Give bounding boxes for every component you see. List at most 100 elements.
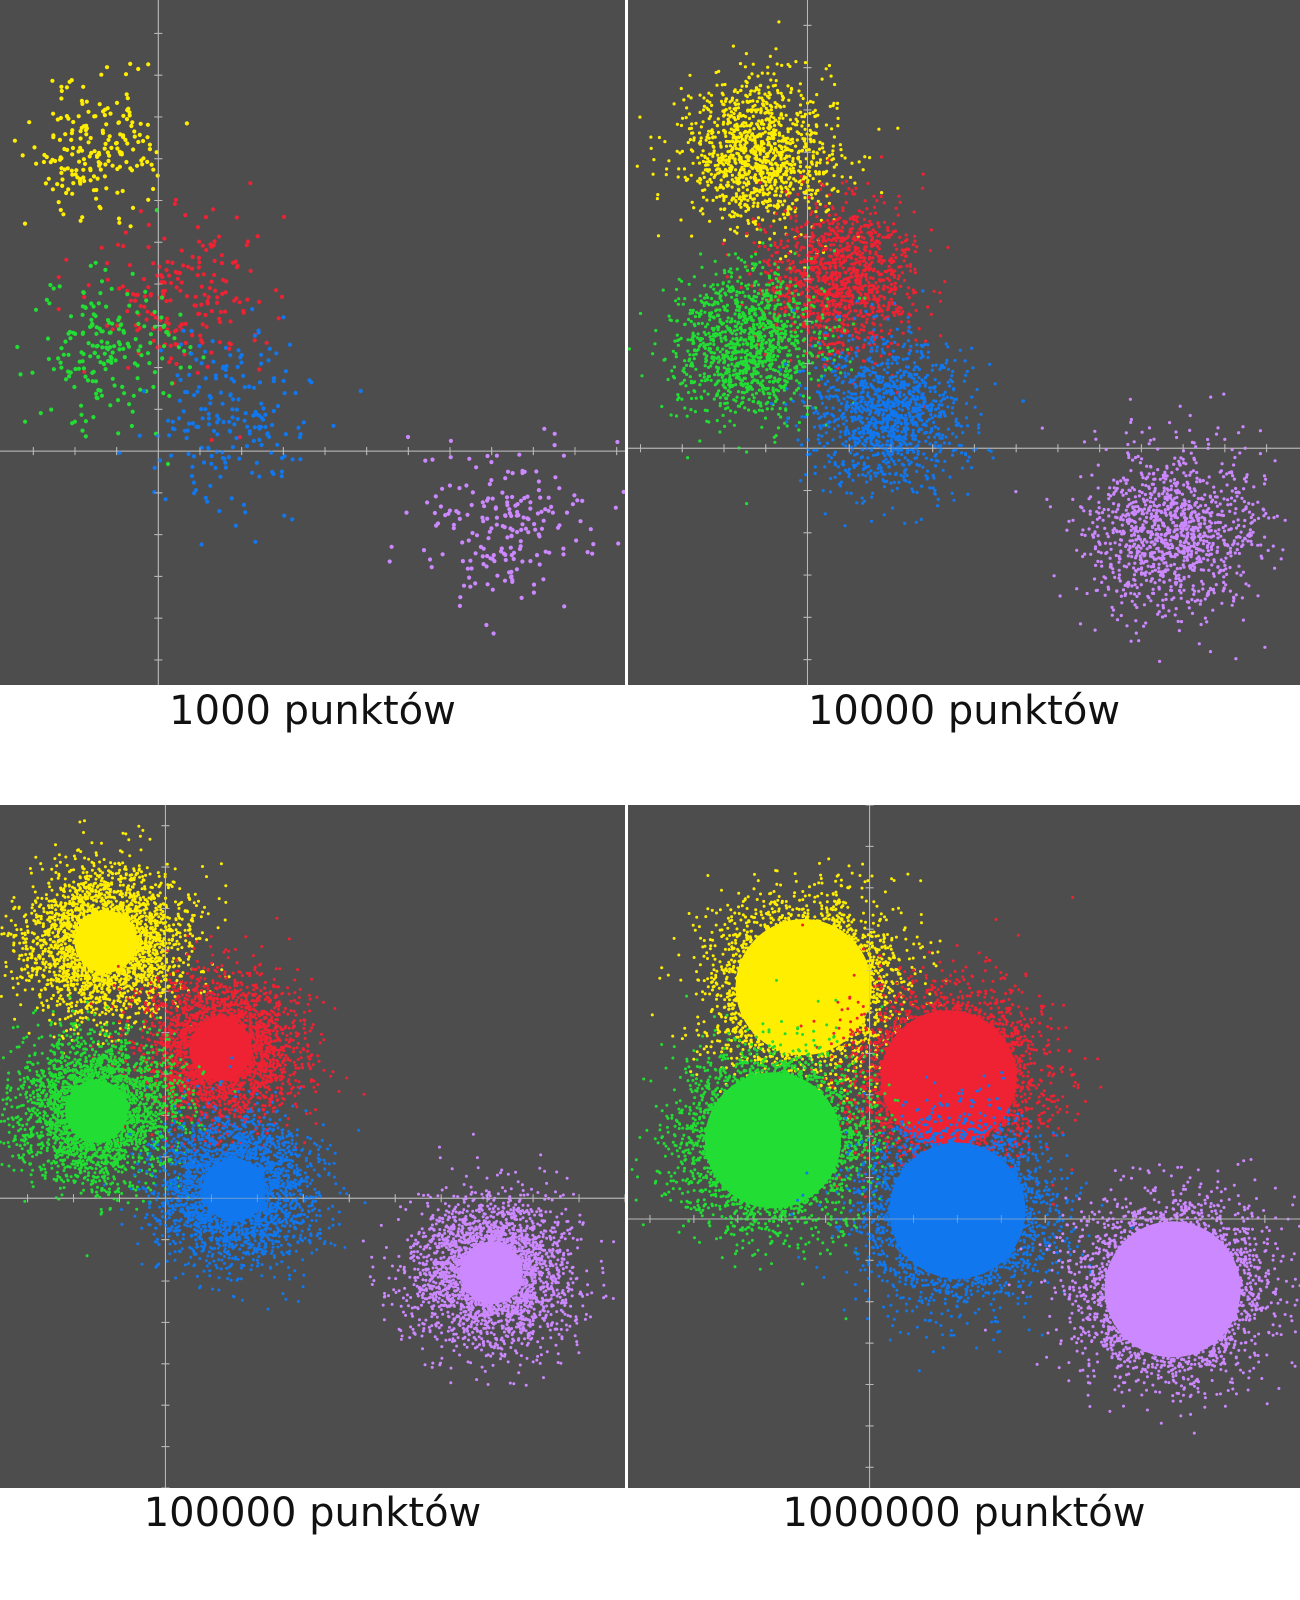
data-point xyxy=(182,348,187,354)
data-point xyxy=(892,313,897,317)
data-point xyxy=(786,62,790,67)
data-point xyxy=(732,423,736,427)
data-point xyxy=(817,172,821,176)
data-point xyxy=(700,153,704,157)
data-point xyxy=(80,312,85,317)
data-point xyxy=(802,349,807,353)
data-point xyxy=(874,281,878,285)
data-point xyxy=(759,347,763,351)
data-point xyxy=(279,474,284,479)
data-point xyxy=(236,397,241,402)
data-point xyxy=(263,424,268,430)
data-point xyxy=(717,379,721,383)
data-point xyxy=(534,469,539,474)
data-point xyxy=(828,222,832,226)
data-point xyxy=(751,114,755,118)
data-point xyxy=(179,248,184,253)
data-point xyxy=(877,225,881,229)
data-point xyxy=(720,155,724,159)
data-point xyxy=(796,241,800,245)
data-point xyxy=(794,179,798,183)
data-point xyxy=(716,117,720,121)
data-point xyxy=(801,394,805,398)
data-point xyxy=(708,152,712,156)
data-point xyxy=(877,271,881,275)
data-point xyxy=(208,242,213,247)
data-point xyxy=(541,518,546,523)
data-point xyxy=(767,180,771,184)
data-point xyxy=(106,358,111,364)
data-point xyxy=(713,120,717,124)
data-point xyxy=(204,324,209,329)
data-point xyxy=(763,306,767,310)
data-point xyxy=(698,110,702,114)
data-point xyxy=(688,73,692,77)
data-point xyxy=(877,127,881,131)
data-point xyxy=(810,336,814,340)
data-point xyxy=(745,234,749,238)
data-point xyxy=(879,323,883,327)
data-point xyxy=(164,316,170,321)
data-point xyxy=(882,220,887,224)
data-point xyxy=(99,279,105,284)
data-point xyxy=(765,288,769,292)
data-point xyxy=(126,365,131,370)
data-point xyxy=(773,262,777,266)
data-point xyxy=(282,214,287,219)
data-point xyxy=(905,292,909,296)
data-point xyxy=(105,106,110,111)
data-point xyxy=(861,359,865,363)
data-point xyxy=(555,525,561,530)
data-point xyxy=(635,164,639,168)
data-point xyxy=(769,243,773,247)
data-point xyxy=(773,440,777,444)
data-point xyxy=(841,266,845,270)
data-point xyxy=(775,329,780,333)
data-point xyxy=(878,278,882,282)
data-point xyxy=(122,355,127,360)
data-point xyxy=(655,197,659,201)
data-point xyxy=(820,77,824,81)
data-point xyxy=(753,139,757,143)
data-point xyxy=(683,322,687,327)
data-point xyxy=(218,390,223,395)
data-point xyxy=(887,264,891,268)
data-point xyxy=(759,147,763,152)
data-point xyxy=(728,121,732,125)
data-point xyxy=(739,144,743,148)
data-point xyxy=(827,193,831,197)
data-point xyxy=(802,115,806,119)
data-point xyxy=(717,69,721,73)
data-point xyxy=(404,510,409,515)
data-point xyxy=(198,333,203,338)
data-point xyxy=(850,368,854,372)
data-point xyxy=(774,277,778,281)
data-point xyxy=(358,388,363,394)
data-point xyxy=(279,469,284,474)
data-point xyxy=(708,177,712,182)
data-point xyxy=(913,234,917,238)
data-point xyxy=(91,174,97,179)
data-point xyxy=(790,316,794,320)
data-point xyxy=(709,180,713,184)
data-point xyxy=(701,171,705,175)
axes-overlay xyxy=(0,0,625,685)
data-point xyxy=(121,328,126,333)
data-point xyxy=(774,189,778,193)
data-point xyxy=(708,318,712,322)
data-point xyxy=(880,309,884,313)
data-point xyxy=(702,96,706,100)
data-point xyxy=(733,144,737,148)
data-point xyxy=(774,212,778,216)
data-point xyxy=(241,310,246,315)
data-point xyxy=(743,143,747,147)
data-point xyxy=(804,223,808,227)
data-point xyxy=(151,186,156,192)
data-point xyxy=(858,301,862,305)
data-point xyxy=(890,282,894,286)
data-point xyxy=(739,124,743,128)
data-point xyxy=(128,61,133,66)
data-point xyxy=(852,378,856,382)
data-point xyxy=(724,108,728,112)
data-point xyxy=(101,361,106,366)
